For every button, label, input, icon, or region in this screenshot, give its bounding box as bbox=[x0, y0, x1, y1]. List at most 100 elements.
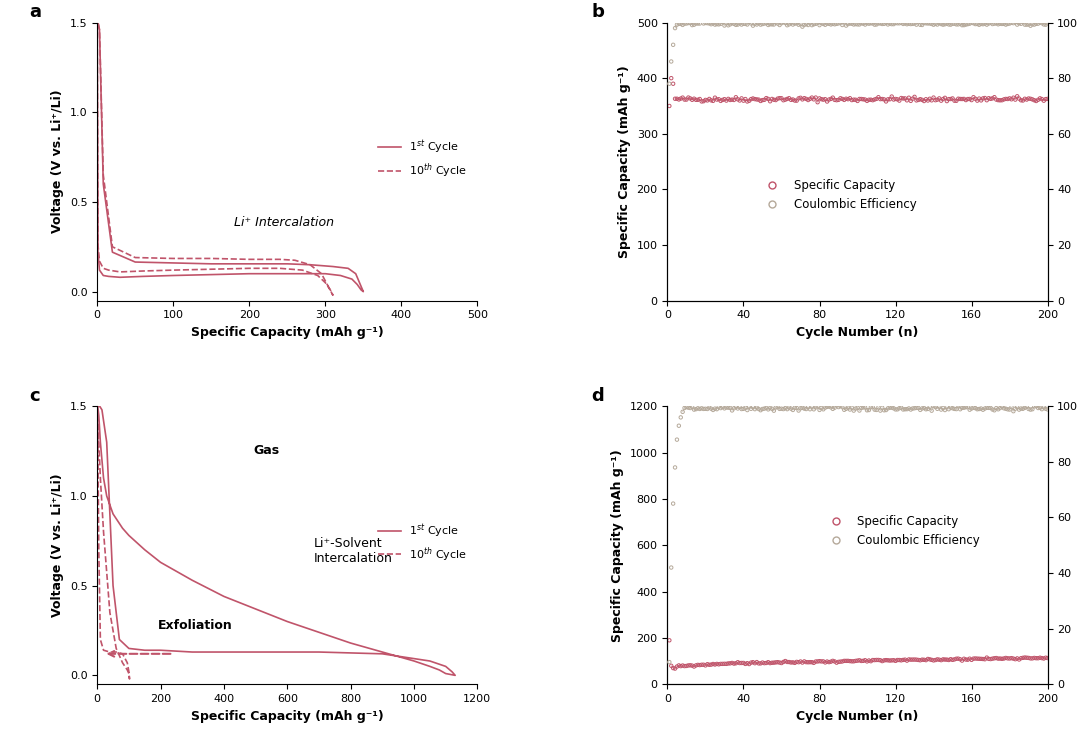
Point bbox=[1024, 403, 1041, 415]
Point bbox=[784, 404, 801, 416]
Point bbox=[752, 19, 769, 31]
Point bbox=[982, 17, 999, 29]
Y-axis label: Specific Capacity (mAh g⁻¹): Specific Capacity (mAh g⁻¹) bbox=[618, 65, 631, 258]
Point bbox=[813, 656, 831, 668]
Point bbox=[996, 402, 1013, 414]
Point bbox=[1035, 18, 1052, 30]
Point bbox=[841, 92, 859, 105]
1$^{st}$ Cycle bbox=[97, 474, 110, 483]
Point bbox=[892, 654, 909, 666]
X-axis label: Specific Capacity (mAh g⁻¹): Specific Capacity (mAh g⁻¹) bbox=[191, 326, 383, 339]
Point bbox=[1034, 403, 1051, 415]
Point bbox=[769, 17, 786, 29]
Point bbox=[978, 651, 996, 663]
10$^{th}$ Cycle bbox=[91, 405, 104, 414]
Point bbox=[989, 403, 1007, 415]
Point bbox=[1024, 93, 1041, 105]
Point bbox=[781, 92, 798, 105]
Point bbox=[889, 654, 906, 666]
Point bbox=[704, 17, 721, 29]
Point bbox=[814, 18, 832, 30]
Point bbox=[671, 93, 688, 105]
Point bbox=[1011, 92, 1028, 105]
Point bbox=[956, 402, 973, 414]
Point bbox=[829, 94, 847, 106]
Point bbox=[741, 658, 758, 670]
Point bbox=[1012, 18, 1029, 30]
Point bbox=[811, 19, 828, 31]
Point bbox=[750, 403, 767, 415]
Point bbox=[980, 92, 997, 105]
Point bbox=[948, 95, 966, 107]
10$^{th}$ Cycle bbox=[92, 18, 105, 27]
Point bbox=[669, 434, 686, 446]
1$^{st}$ Cycle bbox=[92, 402, 105, 411]
Point bbox=[744, 401, 761, 413]
Point bbox=[759, 403, 777, 415]
Point bbox=[809, 17, 826, 29]
Point bbox=[769, 92, 786, 105]
Point bbox=[779, 20, 796, 32]
Point bbox=[877, 654, 894, 666]
Point bbox=[756, 17, 773, 29]
Point bbox=[976, 402, 994, 414]
Point bbox=[694, 96, 712, 108]
Point bbox=[946, 653, 963, 666]
Point bbox=[872, 405, 889, 417]
Point bbox=[701, 659, 718, 671]
Point bbox=[807, 402, 824, 414]
10$^{th}$ Cycle bbox=[311, 271, 324, 280]
Point bbox=[719, 92, 737, 105]
Point bbox=[834, 19, 851, 31]
10$^{th}$ Cycle bbox=[129, 253, 141, 262]
Point bbox=[1020, 403, 1037, 415]
Point bbox=[761, 18, 779, 30]
Point bbox=[813, 17, 831, 29]
Point bbox=[866, 93, 883, 105]
Point bbox=[837, 403, 854, 415]
Point bbox=[804, 401, 821, 413]
Point bbox=[866, 654, 883, 666]
Point bbox=[777, 17, 794, 29]
Point bbox=[864, 654, 881, 666]
Point bbox=[944, 653, 961, 666]
Point bbox=[681, 402, 699, 414]
Point bbox=[788, 17, 806, 29]
Point bbox=[876, 93, 893, 105]
Point bbox=[954, 402, 971, 414]
Point bbox=[951, 93, 969, 105]
Point bbox=[742, 656, 759, 669]
Y-axis label: Voltage (V vs. Li⁺/Li): Voltage (V vs. Li⁺/Li) bbox=[51, 89, 65, 233]
Point bbox=[771, 656, 788, 669]
Point bbox=[976, 92, 994, 104]
Point bbox=[1004, 405, 1022, 417]
Point bbox=[906, 653, 923, 666]
Point bbox=[959, 402, 976, 414]
Point bbox=[1031, 652, 1049, 664]
Point bbox=[1039, 403, 1056, 415]
Point bbox=[779, 403, 796, 415]
10$^{th}$ Cycle bbox=[326, 291, 339, 300]
Point bbox=[1029, 652, 1047, 664]
Point bbox=[946, 18, 963, 30]
Point bbox=[718, 95, 735, 107]
Point bbox=[912, 19, 929, 31]
Point bbox=[969, 653, 986, 665]
Point bbox=[711, 401, 728, 413]
Point bbox=[1027, 18, 1044, 30]
Point bbox=[876, 18, 893, 30]
Point bbox=[932, 95, 949, 107]
Point bbox=[801, 17, 819, 29]
Point bbox=[879, 19, 896, 31]
Point bbox=[912, 93, 929, 105]
Point bbox=[934, 93, 951, 105]
Point bbox=[1014, 16, 1031, 28]
10$^{th}$ Cycle bbox=[110, 644, 123, 653]
Point bbox=[756, 94, 773, 106]
Point bbox=[834, 656, 851, 668]
Point bbox=[948, 653, 966, 665]
Point bbox=[687, 17, 704, 29]
Point bbox=[843, 655, 861, 667]
X-axis label: Specific Capacity (mAh g⁻¹): Specific Capacity (mAh g⁻¹) bbox=[191, 710, 383, 723]
Point bbox=[691, 17, 708, 29]
